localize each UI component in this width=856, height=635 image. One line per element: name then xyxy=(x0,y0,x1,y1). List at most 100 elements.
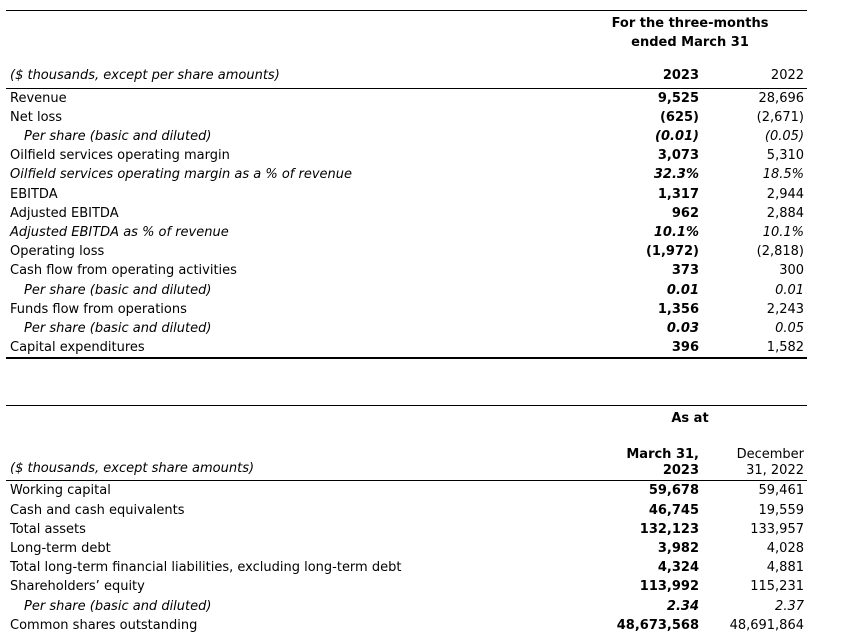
table-row-adjusted-ebitda: Adjusted EBITDA 962 2,884 xyxy=(6,204,807,223)
quarterly-summary-table: For the three-months ended March 31 ($ t… xyxy=(6,10,808,360)
column-header-line2: 2023 xyxy=(662,462,699,478)
value-2022: 300 xyxy=(779,263,805,279)
table-row-capital-expenditures: Capital expenditures 396 1,582 xyxy=(6,338,807,358)
value-2023: 0.03 xyxy=(666,321,699,337)
unit-note: ($ thousands, except per share amounts) xyxy=(6,66,572,89)
value-2022: 10.1% xyxy=(762,225,805,241)
table-row-cash-flow-per-share: Per share (basic and diluted) 0.01 0.01 xyxy=(6,281,807,300)
row-label: Per share (basic and diluted) xyxy=(24,282,212,298)
value-march-2023: 48,673,568 xyxy=(616,617,699,633)
column-header-2022: 2022 xyxy=(702,66,808,89)
value-december-2022: 115,231 xyxy=(750,579,804,595)
row-label: Capital expenditures xyxy=(10,340,145,356)
table-row-adjusted-ebitda-pct: Adjusted EBITDA as % of revenue 10.1% 10… xyxy=(6,223,807,242)
value-2022: 0.01 xyxy=(775,282,805,298)
row-label: Oilfield services operating margin as a … xyxy=(10,167,353,183)
row-label: Cash and cash equivalents xyxy=(10,502,185,518)
value-2022: 2,243 xyxy=(766,301,805,317)
row-label: Total long-term financial liabilities, e… xyxy=(10,560,402,576)
row-label: Adjusted EBITDA as % of revenue xyxy=(10,225,229,241)
column-header-line2: 31, 2022 xyxy=(746,462,804,478)
row-label: Per share (basic and diluted) xyxy=(24,129,212,145)
table-row-ebitda: EBITDA 1,317 2,944 xyxy=(6,185,807,204)
value-2023: 9,525 xyxy=(657,90,699,106)
value-march-2023: 3,982 xyxy=(657,541,699,557)
row-label: Per share (basic and diluted) xyxy=(24,598,212,614)
column-header-row: ($ thousands, except share amounts) Marc… xyxy=(6,447,807,482)
value-december-2022: 133,957 xyxy=(750,521,804,537)
value-2023: 373 xyxy=(671,263,699,279)
row-label: Shareholders’ equity xyxy=(10,579,145,595)
value-december-2022: 4,881 xyxy=(766,560,804,576)
balance-sheet-table: As at ($ thousands, except share amounts… xyxy=(6,405,807,635)
table-row-net-loss-per-share: Per share (basic and diluted) (0.01) (0.… xyxy=(6,127,807,146)
value-2023: 1,317 xyxy=(657,186,699,202)
unit-note: ($ thousands, except share amounts) xyxy=(6,447,572,482)
table-row-long-term-debt: Long-term debt 3,982 4,028 xyxy=(6,539,807,558)
period-header: For the three-months ended March 31 xyxy=(572,11,807,67)
table-row-equity-per-share: Per share (basic and diluted) 2.34 2.37 xyxy=(6,597,807,616)
value-2022: (2,818) xyxy=(756,244,805,260)
table-row-oilfield-margin: Oilfield services operating margin 3,073… xyxy=(6,146,807,165)
value-2022: 28,696 xyxy=(758,90,805,106)
period-header-row: For the three-months ended March 31 xyxy=(6,11,807,67)
row-label: Per share (basic and diluted) xyxy=(24,321,212,337)
value-december-2022: 2.37 xyxy=(775,598,804,614)
row-label: Common shares outstanding xyxy=(10,617,198,633)
value-2023: 1,356 xyxy=(657,301,699,317)
value-2023: 962 xyxy=(671,205,699,221)
table-row-long-term-liabilities: Total long-term financial liabilities, e… xyxy=(6,558,807,577)
value-march-2023: 4,324 xyxy=(657,560,699,576)
value-2022: 5,310 xyxy=(766,148,805,164)
period-header-row: As at xyxy=(6,406,807,448)
value-march-2023: 132,123 xyxy=(639,521,699,537)
table-row-working-capital: Working capital 59,678 59,461 xyxy=(6,481,807,501)
row-label: Long-term debt xyxy=(10,541,111,557)
table-row-shareholders-equity: Shareholders’ equity 113,992 115,231 xyxy=(6,577,807,596)
value-2022: 2,884 xyxy=(766,205,805,221)
value-december-2022: 19,559 xyxy=(758,502,805,518)
period-header-spacer xyxy=(6,406,572,448)
table-row-total-assets: Total assets 132,123 133,957 xyxy=(6,520,807,539)
section-divider-gap xyxy=(6,359,856,405)
row-label: Oilfield services operating margin xyxy=(10,148,230,164)
value-march-2023: 46,745 xyxy=(648,502,699,518)
table-row-funds-flow: Funds flow from operations 1,356 2,243 xyxy=(6,300,807,319)
column-header-line1: December xyxy=(736,447,804,463)
value-2023: 396 xyxy=(671,340,699,356)
as-at-header: As at xyxy=(671,411,709,427)
column-header-december-2022: December 31, 2022 xyxy=(702,447,807,482)
table-row-cash-flow-operating: Cash flow from operating activities 373 … xyxy=(6,261,807,280)
row-label: Revenue xyxy=(10,90,67,106)
row-label: Working capital xyxy=(10,483,111,499)
value-december-2022: 48,691,864 xyxy=(729,617,804,633)
value-december-2022: 59,461 xyxy=(758,483,805,499)
value-2022: 1,582 xyxy=(766,340,805,356)
column-header-row: ($ thousands, except per share amounts) … xyxy=(6,66,808,89)
value-march-2023: 59,678 xyxy=(648,483,699,499)
row-label: Net loss xyxy=(10,109,63,125)
value-2022: 0.05 xyxy=(775,321,805,337)
row-label: Cash flow from operating activities xyxy=(10,263,237,279)
period-header-line2: ended March 31 xyxy=(631,35,749,51)
row-label: Adjusted EBITDA xyxy=(10,205,119,221)
value-2023: (1,972) xyxy=(645,244,699,260)
value-2023: 0.01 xyxy=(666,282,699,298)
table-row-common-shares: Common shares outstanding 48,673,568 48,… xyxy=(6,616,807,635)
value-december-2022: 4,028 xyxy=(766,541,804,557)
value-march-2023: 2.34 xyxy=(666,598,699,614)
table-row-revenue: Revenue 9,525 28,696 xyxy=(6,88,807,108)
column-header-2023: 2023 xyxy=(572,66,702,89)
row-label: Total assets xyxy=(10,521,86,537)
table-row-funds-flow-per-share: Per share (basic and diluted) 0.03 0.05 xyxy=(6,319,807,338)
column-header-march-2023: March 31, 2023 xyxy=(572,447,702,482)
period-header-spacer xyxy=(6,11,572,67)
table-row-operating-loss: Operating loss (1,972) (2,818) xyxy=(6,242,807,261)
value-2022: 2,944 xyxy=(766,186,805,202)
value-march-2023: 113,992 xyxy=(639,579,699,595)
value-2023: (0.01) xyxy=(655,129,699,145)
value-2023: 32.3% xyxy=(653,167,699,183)
row-label: Funds flow from operations xyxy=(10,301,187,317)
value-2023: (625) xyxy=(659,109,699,125)
